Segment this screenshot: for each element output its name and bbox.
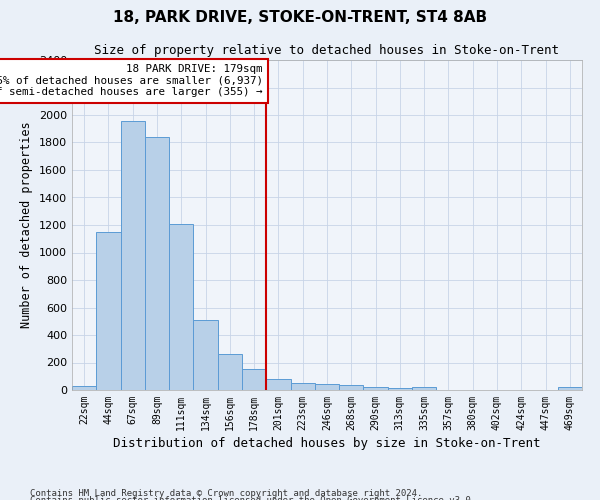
Bar — [96, 232, 121, 390]
Bar — [169, 224, 193, 390]
Bar — [388, 388, 412, 390]
Y-axis label: Number of detached properties: Number of detached properties — [20, 122, 34, 328]
Bar — [72, 386, 96, 390]
Bar — [412, 387, 436, 390]
Bar — [290, 383, 315, 390]
Bar — [242, 368, 266, 390]
Title: Size of property relative to detached houses in Stoke-on-Trent: Size of property relative to detached ho… — [95, 44, 560, 58]
Text: 18 PARK DRIVE: 179sqm
← 95% of detached houses are smaller (6,937)
5% of semi-de: 18 PARK DRIVE: 179sqm ← 95% of detached … — [0, 64, 263, 98]
Bar — [339, 385, 364, 390]
Bar — [218, 354, 242, 390]
Bar — [145, 137, 169, 390]
Bar — [121, 120, 145, 390]
Bar — [193, 320, 218, 390]
X-axis label: Distribution of detached houses by size in Stoke-on-Trent: Distribution of detached houses by size … — [113, 437, 541, 450]
Bar — [558, 387, 582, 390]
Text: Contains public sector information licensed under the Open Government Licence v3: Contains public sector information licen… — [30, 496, 476, 500]
Text: 18, PARK DRIVE, STOKE-ON-TRENT, ST4 8AB: 18, PARK DRIVE, STOKE-ON-TRENT, ST4 8AB — [113, 10, 487, 25]
Bar — [266, 379, 290, 390]
Bar — [364, 387, 388, 390]
Text: Contains HM Land Registry data © Crown copyright and database right 2024.: Contains HM Land Registry data © Crown c… — [30, 488, 422, 498]
Bar — [315, 384, 339, 390]
